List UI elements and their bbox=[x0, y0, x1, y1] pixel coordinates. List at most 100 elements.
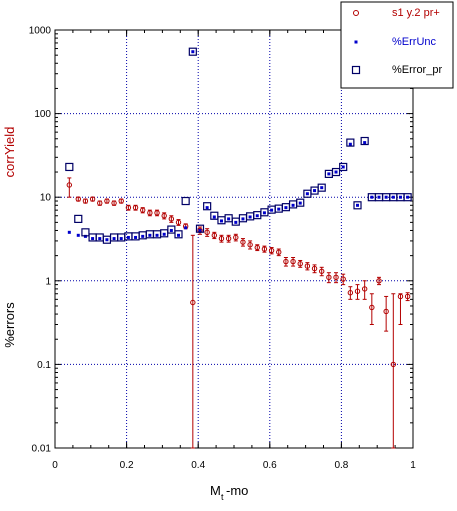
data-point-s1 bbox=[340, 276, 346, 282]
data-point-errunc bbox=[348, 142, 352, 146]
data-point-errunc bbox=[363, 141, 367, 145]
data-point-errunc bbox=[398, 195, 402, 199]
data-point-s1 bbox=[66, 182, 73, 188]
data-point-s1 bbox=[333, 274, 339, 281]
x-tick-label: 0.8 bbox=[334, 460, 348, 471]
data-point-errunc bbox=[162, 232, 166, 236]
data-point-s1 bbox=[225, 235, 232, 242]
data-point-s1 bbox=[254, 244, 260, 251]
data-point-errunc bbox=[305, 192, 309, 196]
data-point-s1 bbox=[97, 200, 103, 206]
data-point-s1 bbox=[326, 274, 332, 281]
legend-marker-error-pr bbox=[351, 65, 361, 75]
data-point-s1 bbox=[111, 200, 117, 206]
data-point-errunc bbox=[234, 220, 238, 224]
data-point-error-pr bbox=[203, 202, 212, 211]
data-point-errunc bbox=[155, 233, 159, 237]
data-point-s1 bbox=[383, 308, 389, 315]
data-point-errunc bbox=[148, 233, 152, 237]
y-axis-ticks: 0.01 0.1 1 10 100 1000 bbox=[29, 26, 413, 455]
data-point-errunc bbox=[119, 237, 123, 241]
data-point-errunc bbox=[241, 217, 245, 221]
data-point-error-pr bbox=[81, 228, 90, 237]
data-point-errunc bbox=[370, 195, 374, 199]
y-axis-label-bottom: %errors bbox=[2, 302, 17, 348]
data-point-errunc bbox=[320, 186, 324, 190]
data-point-error-pr bbox=[296, 198, 305, 207]
data-point-s1 bbox=[261, 246, 268, 252]
data-point-s1 bbox=[268, 247, 275, 254]
data-point-s1 bbox=[82, 198, 89, 204]
data-point-error-pr bbox=[65, 162, 74, 172]
data-point-errunc bbox=[126, 235, 130, 239]
data-point-errunc bbox=[219, 219, 223, 223]
data-point-error-pr bbox=[331, 167, 341, 177]
data-point-s1 bbox=[218, 235, 225, 242]
data-point-s1 bbox=[140, 207, 146, 213]
data-point-s1 bbox=[319, 268, 325, 274]
data-point-errunc bbox=[334, 170, 338, 174]
data-point-s1 bbox=[311, 265, 318, 272]
data-point-s1 bbox=[204, 229, 210, 236]
data-point-errunc bbox=[270, 208, 274, 212]
data-point-errunc bbox=[255, 214, 259, 218]
data-point-error-pr bbox=[167, 225, 176, 234]
data-point-error-pr bbox=[353, 201, 362, 210]
data-point-errunc bbox=[112, 237, 116, 241]
series-s1-errorbars bbox=[67, 177, 410, 449]
x-tick-label: 0 bbox=[52, 460, 58, 471]
data-point-errunc bbox=[298, 201, 302, 205]
data-point-errunc bbox=[212, 215, 216, 219]
data-point-s1 bbox=[104, 198, 110, 204]
data-point-error-pr bbox=[210, 211, 219, 220]
data-point-errunc bbox=[184, 226, 188, 230]
data-point-s1 bbox=[168, 216, 175, 222]
data-point-errunc bbox=[377, 195, 381, 199]
data-point-s1 bbox=[276, 249, 282, 255]
data-point-errunc bbox=[76, 233, 80, 237]
legend: s1 y.2 pr+ %ErrUnc %Error_pr bbox=[340, 1, 454, 89]
y-axis-label-top: corrYield bbox=[2, 127, 17, 178]
data-point-s1 bbox=[132, 204, 139, 211]
data-point-s1 bbox=[240, 239, 246, 245]
data-point-s1 bbox=[190, 299, 196, 306]
data-point-s1 bbox=[290, 258, 296, 265]
data-point-error-pr bbox=[360, 136, 369, 146]
x-axis-label: M t -mo bbox=[210, 483, 248, 502]
data-point-s1 bbox=[175, 219, 182, 226]
data-point-error-pr bbox=[346, 138, 355, 147]
data-point-errunc bbox=[198, 228, 202, 232]
data-point-errunc bbox=[313, 189, 317, 193]
data-point-s1 bbox=[233, 234, 239, 241]
data-point-errunc bbox=[169, 228, 173, 232]
data-point-errunc bbox=[98, 237, 102, 241]
x-tick-label: 1 bbox=[410, 460, 416, 471]
data-point-errunc bbox=[191, 50, 195, 54]
data-point-error-pr bbox=[317, 183, 326, 192]
data-point-s1 bbox=[125, 204, 132, 211]
data-point-errunc bbox=[105, 238, 109, 242]
data-point-errunc bbox=[341, 165, 345, 169]
data-point-s1 bbox=[347, 290, 354, 296]
data-point-s1 bbox=[161, 213, 167, 219]
x-axis-label-main: M bbox=[210, 483, 221, 498]
data-point-s1 bbox=[118, 198, 124, 204]
x-tick-label: 0.2 bbox=[120, 460, 134, 471]
y-tick-label: 0.1 bbox=[37, 360, 51, 371]
data-point-s1 bbox=[397, 293, 404, 300]
data-point-error-pr bbox=[174, 230, 183, 239]
y-tick-label: 100 bbox=[34, 109, 51, 120]
data-point-error-pr bbox=[195, 224, 205, 233]
x-axis-label-suffix: -mo bbox=[226, 483, 248, 498]
x-axis-label-sub: t bbox=[221, 492, 224, 502]
data-point-error-pr bbox=[403, 193, 412, 202]
data-point-s1 bbox=[376, 278, 382, 284]
data-point-errunc bbox=[327, 172, 331, 176]
data-point-s1 bbox=[147, 210, 153, 216]
data-point-errunc bbox=[391, 195, 395, 199]
series-error-pr bbox=[65, 47, 412, 244]
data-point-errunc bbox=[291, 203, 295, 207]
data-point-errunc bbox=[205, 206, 209, 210]
legend-marker-errunc bbox=[354, 40, 358, 44]
